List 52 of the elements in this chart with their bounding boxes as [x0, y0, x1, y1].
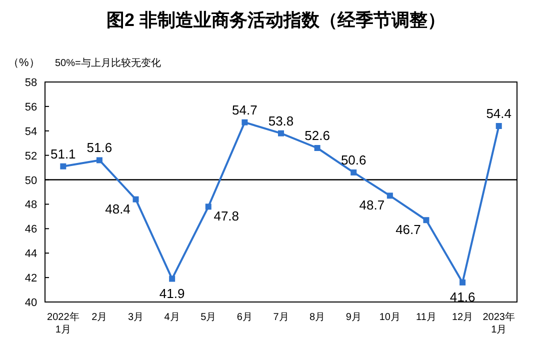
data-label: 50.6: [340, 152, 366, 168]
data-label: 51.6: [86, 140, 112, 156]
x-tick-label: 7月: [273, 312, 289, 323]
x-tick-label: 8月: [310, 312, 326, 323]
point: [96, 157, 102, 164]
y-tick-label: 56: [24, 101, 38, 114]
x-tick-label: 12月: [452, 312, 474, 323]
point: [278, 130, 284, 136]
data-label: 41.9: [159, 286, 185, 301]
y-tick-label: 42: [24, 272, 38, 285]
point: [314, 145, 320, 151]
data-label: 48.7: [359, 198, 385, 213]
y-tick-label: 46: [24, 224, 38, 236]
x-tick-label: 5月: [200, 312, 216, 323]
data-label: 54.7: [232, 102, 258, 118]
y-tick-label: 44: [24, 248, 38, 260]
y-tick-label: 48: [24, 199, 38, 212]
data-label: 54.4: [486, 106, 512, 121]
text: （%）: [8, 57, 40, 69]
point: [423, 217, 430, 224]
x-tick-label: 11月: [416, 312, 436, 323]
data-label: 41.6: [450, 289, 476, 304]
point: [169, 276, 176, 282]
data-label: 51.1: [50, 146, 76, 162]
point: [350, 169, 357, 176]
point: [60, 163, 66, 170]
x-tick-label: 2月: [92, 312, 108, 323]
point: [460, 279, 466, 286]
x-tick-label: 4月: [164, 312, 180, 323]
y-tick-label: 50: [24, 174, 38, 187]
y-tick-label: 52: [24, 150, 38, 162]
y-tick-label: 54: [24, 126, 38, 138]
y-tick-label: 58: [24, 77, 38, 89]
x-tick-label: 9月: [346, 312, 362, 323]
x-tick-label: 2022年 1月: [47, 311, 80, 336]
chart-title: 图2 非制造业商务活动指数（经季节调整）: [106, 10, 446, 30]
data-label: 52.6: [304, 128, 330, 143]
point: [496, 123, 502, 129]
data-label: 53.8: [268, 113, 294, 128]
x-tick-label: 10月: [379, 312, 400, 323]
point: [205, 204, 212, 210]
text: 50%=与上月比较无变化: [55, 57, 161, 69]
point: [132, 196, 139, 202]
data-label: 47.8: [214, 208, 240, 224]
x-tick-label: 3月: [128, 312, 144, 323]
data-label: 48.4: [105, 201, 130, 216]
x-tick-label: 6月: [236, 312, 252, 323]
x-tick-label: 2023年 1月: [482, 311, 515, 336]
data-label: 46.7: [396, 222, 421, 238]
y-tick-label: 40: [24, 297, 38, 309]
point: [386, 192, 393, 199]
point: [242, 119, 248, 126]
